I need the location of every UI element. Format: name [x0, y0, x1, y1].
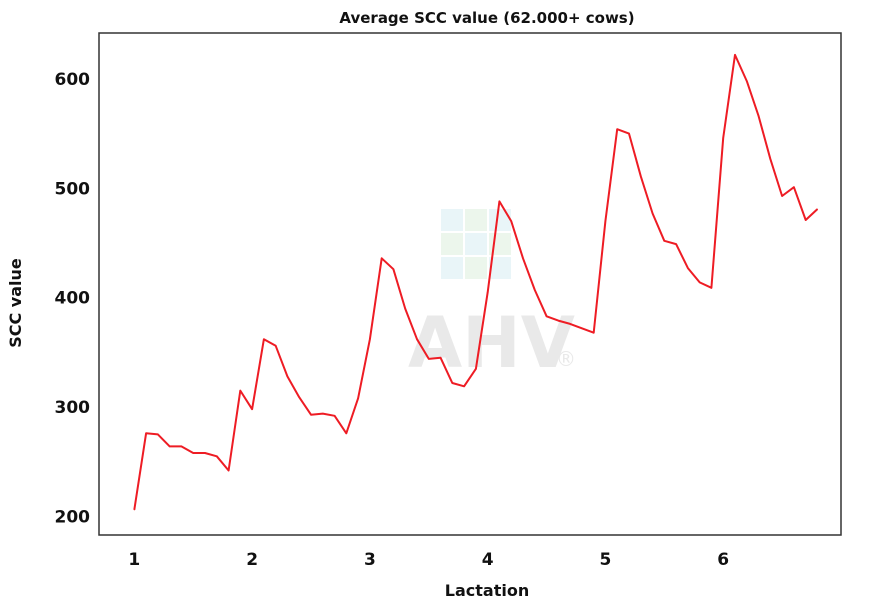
data-point — [710, 287, 712, 289]
data-point — [204, 452, 206, 454]
series-layer — [133, 53, 819, 511]
data-point — [180, 445, 182, 447]
data-point — [192, 452, 194, 454]
data-point — [251, 408, 253, 410]
data-point — [145, 432, 147, 434]
data-point — [604, 220, 606, 222]
y-axis-label: SCC value — [6, 258, 25, 348]
data-point — [369, 338, 371, 340]
data-point — [275, 345, 277, 347]
x-tick-labels: 1 2 3 4 5 6 — [128, 550, 729, 570]
y-tick-label: 500 — [55, 179, 91, 199]
data-point — [216, 455, 218, 457]
data-point — [169, 445, 171, 447]
data-point — [451, 382, 453, 384]
data-point — [475, 368, 477, 370]
data-point — [652, 212, 654, 214]
data-point — [392, 268, 394, 270]
data-point — [345, 432, 347, 434]
data-point — [722, 137, 724, 139]
data-point — [581, 327, 583, 329]
data-point — [746, 80, 748, 82]
data-point — [157, 433, 159, 435]
data-point — [463, 385, 465, 387]
data-point — [440, 357, 442, 359]
data-point — [793, 186, 795, 188]
data-point — [546, 315, 548, 317]
data-point — [416, 338, 418, 340]
x-axis-label: Lactation — [445, 581, 529, 600]
data-point — [534, 289, 536, 291]
data-point — [758, 115, 760, 117]
chart-title: Average SCC value (62.000+ cows) — [339, 9, 634, 27]
data-point — [487, 291, 489, 293]
data-point — [557, 320, 559, 322]
data-point — [769, 158, 771, 160]
x-tick-label: 3 — [364, 550, 376, 570]
data-point — [510, 220, 512, 222]
data-point — [616, 128, 618, 130]
data-point — [699, 281, 701, 283]
data-point — [781, 195, 783, 197]
data-point — [404, 308, 406, 310]
data-point — [263, 338, 265, 340]
data-point — [357, 397, 359, 399]
data-point — [663, 240, 665, 242]
y-tick-label: 300 — [55, 398, 91, 418]
data-point — [298, 396, 300, 398]
watermark-registered-mark: ® — [556, 347, 576, 371]
y-tick-label: 600 — [55, 70, 91, 90]
data-point — [569, 323, 571, 325]
x-tick-label: 4 — [482, 550, 494, 570]
data-point — [334, 415, 336, 417]
data-point — [522, 257, 524, 259]
data-point — [593, 332, 595, 334]
ahv-watermark: AHV ® — [408, 209, 576, 384]
data-point — [310, 414, 312, 416]
y-tick-labels: 200 300 400 500 600 — [55, 70, 91, 527]
data-point — [805, 219, 807, 221]
data-point — [640, 175, 642, 177]
x-tick-label: 1 — [128, 550, 140, 570]
x-tick-label: 2 — [246, 550, 258, 570]
data-point — [628, 133, 630, 135]
data-point — [228, 469, 230, 471]
watermark-text: AHV — [408, 302, 575, 384]
data-point — [498, 200, 500, 202]
data-point — [816, 208, 818, 210]
plot-frame — [98, 32, 842, 536]
x-tick-label: 6 — [717, 550, 729, 570]
data-point — [133, 509, 135, 511]
data-point — [675, 243, 677, 245]
data-point — [239, 390, 241, 392]
y-tick-label: 200 — [55, 507, 91, 527]
data-point — [286, 375, 288, 377]
data-point — [428, 358, 430, 360]
data-point — [381, 257, 383, 259]
y-tick-label: 400 — [55, 289, 91, 309]
series-line — [133, 53, 819, 510]
data-point — [687, 267, 689, 269]
x-tick-label: 5 — [600, 550, 612, 570]
data-point — [322, 413, 324, 415]
data-point — [734, 54, 736, 56]
